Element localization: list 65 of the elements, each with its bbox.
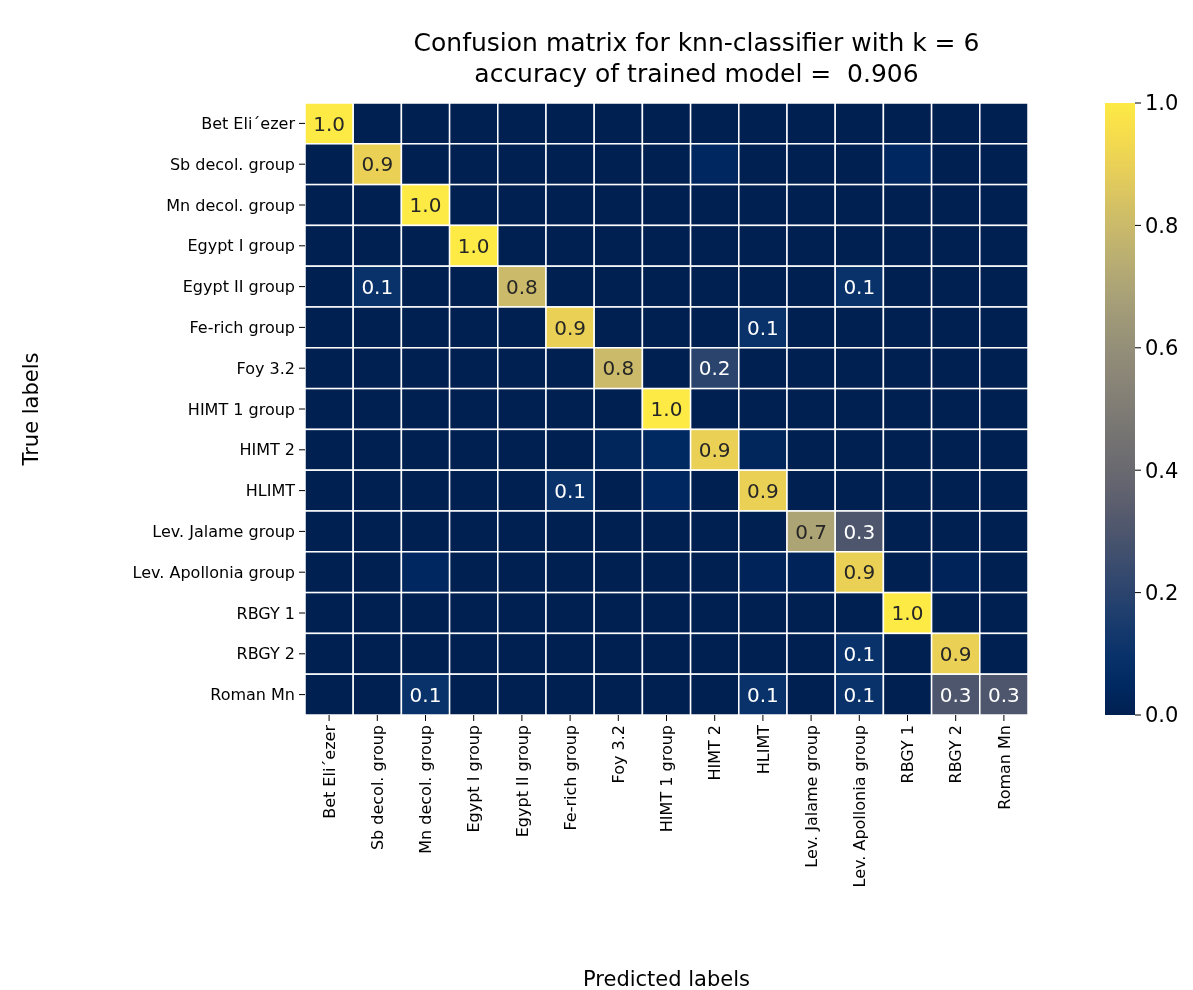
color-bar-label: 0.2: [1145, 580, 1179, 605]
data-label: 0.9: [843, 560, 876, 585]
data-label: 0.8: [505, 274, 538, 299]
y-tick-label: Foy 3.2: [236, 358, 295, 378]
x-tick-label: Lev. Jalame group: [801, 725, 821, 868]
y-tick-label: Egypt I group: [187, 236, 295, 256]
data-label: 1.0: [313, 111, 346, 136]
color-bar-label: 0.6: [1145, 336, 1179, 361]
x-tick-label: RBGY 2: [946, 725, 966, 784]
y-tick-label: Mn decol. group: [166, 195, 295, 215]
chart-title: Confusion matrix for knn-classifier with k = 6: [413, 28, 980, 57]
x-tick-label: Fe-rich group: [560, 725, 580, 831]
data-label: 1.0: [891, 601, 924, 626]
data-label: 0.9: [746, 478, 779, 503]
y-tick-label: Lev. Apollonia group: [132, 562, 295, 582]
data-label: 0.9: [939, 642, 972, 666]
y-tick-label: HLIMT: [245, 481, 296, 501]
y-axis-title: True labels: [19, 352, 43, 467]
data-label: 1.0: [650, 397, 683, 422]
y-tick-label: Fe-rich group: [189, 318, 295, 337]
x-tick-label: Mn decol. group: [416, 725, 436, 854]
y-tick-label: RBGY 2: [236, 644, 295, 664]
y-tick-label: Lev. Jalame group: [152, 522, 295, 541]
data-label: 0.9: [698, 438, 731, 462]
color-bar-label: 1.0: [1145, 91, 1179, 116]
data-label: 0.9: [361, 152, 394, 177]
y-tick-label: Roman Mn: [210, 685, 295, 705]
y-tick-label: Bet Eli´ezer: [201, 114, 296, 133]
y-tick-label: Egypt II group: [182, 277, 295, 297]
x-tick-label: HIMT 1 group: [657, 725, 677, 833]
x-tick-label: RBGY 1: [898, 725, 918, 784]
data-label: 0.3: [843, 519, 876, 544]
data-label: 0.2: [698, 356, 731, 381]
data-label: 1.0: [457, 234, 490, 258]
x-tick-label: Egypt I group: [464, 725, 484, 833]
x-tick-label: Lev. Apollonia group: [849, 725, 869, 888]
data-label: 0.7: [795, 519, 828, 544]
chart-subtitle: accuracy of trained model = 0.906: [474, 59, 919, 88]
color-bar-label: 0.8: [1145, 213, 1179, 238]
data-label: 0.9: [554, 315, 587, 340]
data-label: 0.1: [746, 682, 779, 707]
data-label: 0.1: [843, 642, 876, 666]
x-axis-title: Predicted labels: [583, 967, 750, 990]
data-label: 0.1: [409, 682, 442, 707]
y-tick-label: RBGY 1: [236, 603, 295, 623]
x-tick-label: Sb decol. group: [367, 725, 387, 851]
x-tick-label: HLIMT: [753, 724, 773, 775]
data-label: 0.1: [843, 274, 876, 299]
data-label: 0.1: [554, 478, 587, 503]
color-bar-label: 0.4: [1145, 458, 1179, 483]
x-tick-label: Egypt II group: [512, 725, 532, 838]
x-tick-label: Foy 3.2: [608, 725, 628, 784]
data-label: 0.3: [987, 682, 1020, 707]
data-label: 0.1: [361, 274, 394, 299]
data-label: 0.1: [843, 682, 876, 707]
y-tick-label: HIMT 2: [239, 440, 295, 460]
color-bar-label: 0.0: [1145, 703, 1179, 728]
x-tick-label: HIMT 2: [705, 725, 725, 781]
data-label: 0.3: [939, 682, 972, 707]
data-label: 0.8: [602, 356, 635, 381]
y-tick-label: Sb decol. group: [169, 154, 295, 174]
y-tick-label: HIMT 1 group: [187, 399, 295, 419]
data-label: 1.0: [409, 193, 442, 218]
data-label: 0.1: [746, 315, 779, 340]
x-tick-label: Roman Mn: [994, 725, 1014, 810]
